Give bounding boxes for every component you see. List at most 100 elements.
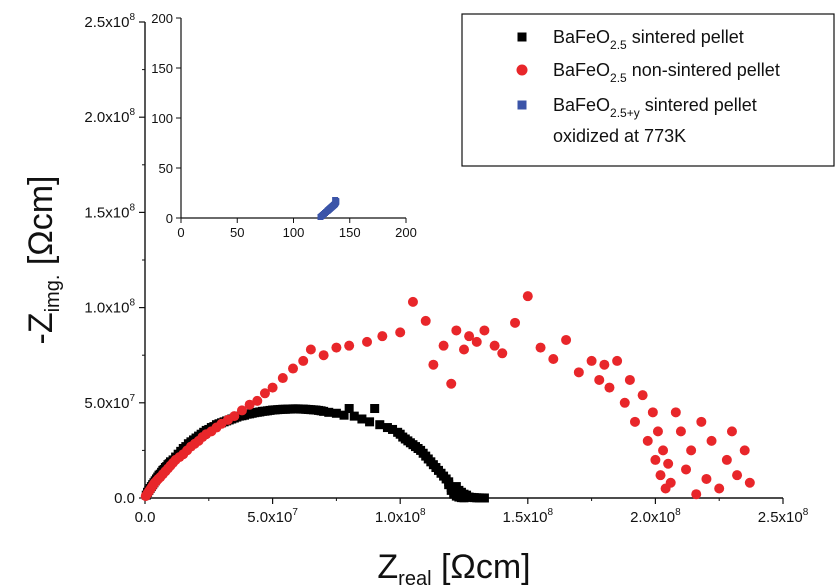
data-point [236,405,247,416]
legend-label: BaFeO2.5 non-sintered pellet [553,60,780,85]
data-point [298,355,309,366]
inset-x-tick-label: 100 [283,225,305,240]
data-point [548,354,559,365]
data-point [510,317,521,328]
data-point [522,291,533,302]
data-point [362,336,373,347]
data-point [446,378,457,389]
data-point [382,423,392,433]
y-tick-label: 2.5x108 [84,12,135,31]
y-tick-label: 2.0x108 [84,107,135,126]
data-point [647,407,658,418]
data-point [344,340,355,351]
x-tick-label: 1.0x108 [375,507,426,526]
data-point [637,390,648,401]
data-point [375,420,385,430]
data-point [535,342,546,353]
data-point [681,464,692,475]
series-non_sintered [140,291,755,502]
legend-marker [516,64,528,76]
data-point [259,388,270,399]
data-point [665,477,676,488]
x-tick-label: 5.0x107 [247,507,298,526]
inset-y-tick-label: 0 [166,211,173,226]
inset-y-tick-label: 150 [151,61,173,76]
data-point [305,344,316,355]
legend-marker [517,32,527,42]
data-point [658,445,669,456]
data-point [344,404,354,414]
data-point [420,315,431,326]
legend-item: BaFeO2.5 sintered pellet [517,27,744,52]
data-point [675,426,686,437]
data-point [438,340,449,351]
data-point [407,296,418,307]
data-point [459,344,469,355]
data-point [629,416,640,427]
data-point [479,493,489,503]
data-point [497,348,508,359]
data-point [331,408,341,418]
data-point [721,454,732,465]
data-point [642,435,653,446]
x-tick-label: 0.0 [135,509,156,526]
data-point [319,406,329,416]
x-tick-label: 2.5x108 [758,507,809,526]
series-sintered [141,404,489,503]
data-point [714,483,725,494]
inset-x-tick-label: 150 [339,225,361,240]
inset-x-tick-label: 50 [230,225,244,240]
legend-label-line2: oxidized at 773K [553,126,686,146]
data-point [701,473,712,484]
data-point [732,470,743,481]
data-point [652,426,663,437]
inset-x-tick-label: 200 [395,225,417,240]
inset-x-tick-label: 0 [177,225,184,240]
legend-marker [517,100,527,110]
data-point [561,334,572,345]
data-point [357,414,367,424]
data-point [599,359,610,370]
x-tick-label: 1.5x108 [502,507,553,526]
inset-data-point [332,197,339,203]
x-axis-title: Zreal [Ωcm] [377,548,530,585]
data-point [594,374,605,385]
data-point [395,327,406,338]
data-point [339,410,349,420]
data-point [479,325,490,336]
data-point [331,342,342,353]
data-point [706,435,717,446]
y-axis-title: -Zimg. [Ωcm] [22,176,64,345]
data-point [696,416,707,427]
data-point [244,399,255,410]
data-point [726,426,737,437]
data-point [573,367,584,378]
inset-y-tick-label: 100 [151,111,173,126]
data-point [612,355,623,366]
legend-label: BaFeO2.5 sintered pellet [553,27,744,52]
data-point [324,407,334,417]
data-point [288,363,299,374]
data-point [471,336,482,347]
data-point [428,359,439,370]
data-point [604,382,615,393]
legend-item: BaFeO2.5+y sintered pellet oxidized at 77… [517,95,757,146]
data-point [318,350,329,361]
y-tick-label: 5.0x107 [84,393,135,412]
data-point [229,411,240,422]
data-point [670,407,681,418]
data-point [252,395,263,406]
data-point [267,382,278,393]
legend-label: BaFeO2.5+y sintered pellet [553,95,757,120]
data-point [691,489,702,500]
data-point [370,404,380,414]
y-tick-label: 0.0 [114,490,135,507]
main-plot: 0.0 5.0x107 1.0x108 1.5x108 2.0x108 2.5x108 0.… [22,12,809,585]
inset-series-oxidized_inset [317,197,340,220]
inset-y-tick-label: 50 [159,161,173,176]
data-point [349,411,359,421]
inset-y-tick-label: 200 [151,11,173,26]
data-point [619,397,630,408]
data-point [451,325,462,336]
